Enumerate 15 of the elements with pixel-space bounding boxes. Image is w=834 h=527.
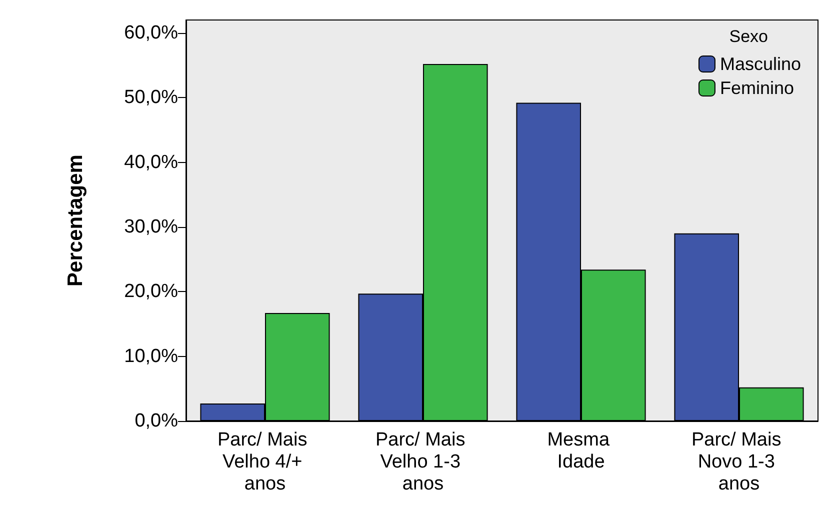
y-axis-title: Percentagem <box>64 154 87 286</box>
y-tick-label: 40,0% <box>124 152 178 173</box>
y-tick-label: 60,0% <box>124 22 178 44</box>
y-tick-label: 0,0% <box>134 410 178 432</box>
y-tick-label: 20,0% <box>124 281 178 302</box>
x-tick-label: Mesma Idade <box>547 430 615 472</box>
y-tick-label: 50,0% <box>124 87 178 108</box>
y-tick-label: 30,0% <box>124 216 178 238</box>
x-tick-label: Parc/ Mais Velho 4/+ anos <box>217 430 313 494</box>
legend-label: Feminino <box>720 78 794 98</box>
legend-label: Masculino <box>720 54 802 74</box>
x-tick-label: Parc/ Mais Velho 1-3 anos <box>375 430 471 494</box>
legend-title: Sexo <box>729 27 768 46</box>
y-tick-label: 10,0% <box>124 346 178 367</box>
x-tick-label: Parc/ Mais Novo 1-3 anos <box>691 430 787 494</box>
